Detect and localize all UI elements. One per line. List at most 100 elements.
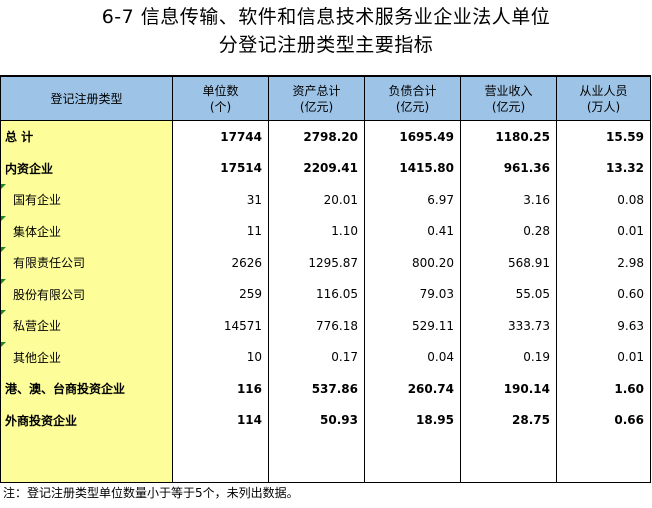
- header-label: 负债合计: [388, 83, 437, 98]
- cell-value: 15.59: [556, 120, 651, 153]
- cell-value: [268, 436, 365, 483]
- error-indicator-icon: [1, 341, 6, 347]
- cell-value: 18.95: [364, 404, 461, 436]
- cell-value: 17514: [172, 152, 269, 184]
- header-label: 登记注册类型: [50, 91, 123, 106]
- table-row: 国有企业 31 20.01 6.97 3.16 0.08: [0, 184, 651, 216]
- cell-value: 0.01: [556, 341, 651, 373]
- header-total-liabilities: 负债合计 (亿元): [364, 75, 461, 121]
- cell-value: 568.91: [460, 247, 557, 279]
- footnote: 注：登记注册类型单位数量小于等于5个，未列出数据。: [3, 486, 299, 500]
- cell-value: 1.60: [556, 373, 651, 405]
- header-employees: 从业人员 (万人): [556, 75, 651, 121]
- cell-value: 0.17: [268, 341, 365, 373]
- header-unit: (亿元): [299, 99, 334, 114]
- cell-value: 537.86: [268, 373, 365, 405]
- cell-value: 1.10: [268, 215, 365, 247]
- cell-value: 0.60: [556, 278, 651, 310]
- row-label-text: 港、澳、台商投资企业: [5, 382, 126, 397]
- row-label-text: 有限责任公司: [13, 256, 86, 271]
- row-label-text: 其他企业: [13, 350, 62, 365]
- cell-value: 776.18: [268, 310, 365, 342]
- cell-value: 259: [172, 278, 269, 310]
- error-indicator-icon: [1, 278, 6, 284]
- cell-value: 11: [172, 215, 269, 247]
- error-indicator-icon: [1, 310, 6, 315]
- row-label: 内资企业: [0, 152, 173, 184]
- cell-value: 0.41: [364, 215, 461, 247]
- header-unit: (亿元): [491, 99, 526, 114]
- cell-value: [364, 436, 461, 483]
- header-label: 从业人员: [579, 83, 628, 98]
- header-operating-revenue: 营业收入 (亿元): [460, 75, 557, 121]
- cell-value: 20.01: [268, 184, 365, 216]
- row-label: 集体企业: [0, 215, 173, 247]
- cell-value: 0.04: [364, 341, 461, 373]
- header-registration-type: 登记注册类型: [0, 75, 173, 121]
- cell-value: 2798.20: [268, 120, 365, 153]
- cell-value: 0.19: [460, 341, 557, 373]
- table-row: 港、澳、台商投资企业 116 537.86 260.74 190.14 1.60: [0, 373, 651, 405]
- cell-value: 961.36: [460, 152, 557, 184]
- cell-value: 116: [172, 373, 269, 405]
- header-label: 资产总计: [292, 83, 341, 98]
- cell-value: 1180.25: [460, 120, 557, 153]
- statistics-table: 登记注册类型 单位数 (个) 资产总计 (亿元) 负债合计 (亿元) 营业收入 …: [0, 75, 651, 483]
- row-label-text: 总 计: [5, 130, 34, 145]
- cell-value: 14571: [172, 310, 269, 342]
- cell-value: 55.05: [460, 278, 557, 310]
- cell-value: 2626: [172, 247, 269, 279]
- row-label: 国有企业: [0, 184, 173, 216]
- cell-value: 1695.49: [364, 120, 461, 153]
- error-indicator-icon: [1, 184, 6, 189]
- table-row: 股份有限公司 259 116.05 79.03 55.05 0.60: [0, 278, 651, 310]
- row-label-text: 外商投资企业: [5, 413, 78, 428]
- cell-value: 116.05: [268, 278, 365, 310]
- cell-value: 260.74: [364, 373, 461, 405]
- cell-value: 0.08: [556, 184, 651, 216]
- cell-value: 79.03: [364, 278, 461, 310]
- row-label: 股份有限公司: [0, 278, 173, 310]
- cell-value: 1415.80: [364, 152, 461, 184]
- cell-value: [556, 436, 651, 483]
- table-row: 其他企业 10 0.17 0.04 0.19 0.01: [0, 341, 651, 373]
- row-label-text: 私营企业: [13, 319, 62, 334]
- table-row: 内资企业 17514 2209.41 1415.80 961.36 13.32: [0, 152, 651, 184]
- header-units: 单位数 (个): [172, 75, 269, 121]
- blank-row: [0, 436, 651, 483]
- cell-value: 28.75: [460, 404, 557, 436]
- header-label: 单位数: [202, 83, 239, 98]
- cell-value: [172, 436, 269, 483]
- cell-value: 1295.87: [268, 247, 365, 279]
- cell-value: [460, 436, 557, 483]
- table-title-line2: 分登记注册类型主要指标: [218, 34, 434, 56]
- cell-value: 114: [172, 404, 269, 436]
- header-unit: (万人): [586, 99, 621, 114]
- row-label: 港、澳、台商投资企业: [0, 373, 173, 405]
- cell-value: 9.63: [556, 310, 651, 342]
- table-row: 集体企业 11 1.10 0.41 0.28 0.01: [0, 215, 651, 247]
- row-label: 有限责任公司: [0, 247, 173, 279]
- cell-value: 0.28: [460, 215, 557, 247]
- error-indicator-icon: [1, 247, 6, 252]
- row-label: 私营企业: [0, 310, 173, 342]
- table-title-line1: 6-7 信息传输、软件和信息技术服务业企业法人单位: [101, 6, 551, 28]
- header-label: 营业收入: [484, 83, 533, 98]
- cell-value: 31: [172, 184, 269, 216]
- cell-value: 10: [172, 341, 269, 373]
- table-row: 私营企业 14571 776.18 529.11 333.73 9.63: [0, 310, 651, 342]
- header-total-assets: 资产总计 (亿元): [268, 75, 365, 121]
- error-indicator-icon: [1, 215, 6, 221]
- cell-value: 0.01: [556, 215, 651, 247]
- cell-value: 529.11: [364, 310, 461, 342]
- row-label-text: 内资企业: [5, 161, 54, 176]
- row-label: [0, 436, 173, 483]
- row-label: 外商投资企业: [0, 404, 173, 436]
- row-label-text: 集体企业: [13, 224, 62, 239]
- cell-value: 0.66: [556, 404, 651, 436]
- table-row: 外商投资企业 114 50.93 18.95 28.75 0.66: [0, 404, 651, 436]
- cell-value: 190.14: [460, 373, 557, 405]
- header-unit: (亿元): [395, 99, 430, 114]
- table-row: 总 计 17744 2798.20 1695.49 1180.25 15.59: [0, 120, 651, 153]
- row-label: 总 计: [0, 120, 173, 153]
